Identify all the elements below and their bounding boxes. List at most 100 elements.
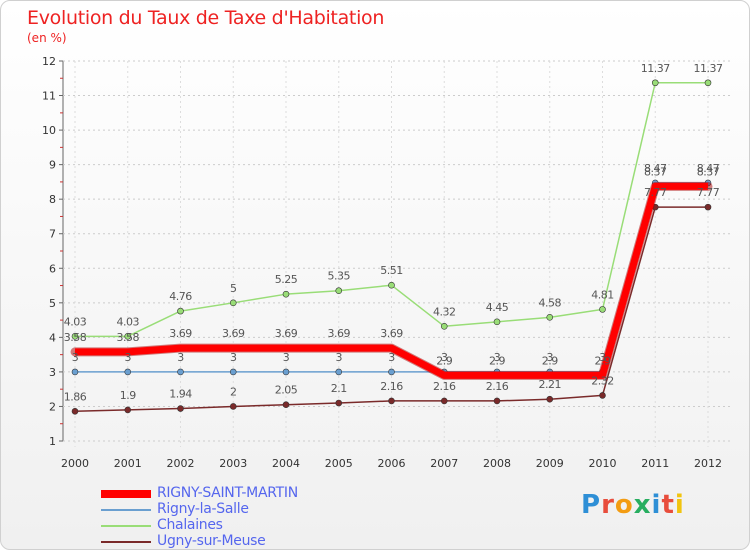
data-point <box>229 368 237 376</box>
data-label: 2.21 <box>539 378 562 391</box>
data-label: 3 <box>547 351 554 364</box>
y-tick-label: 8 <box>49 193 56 206</box>
data-label: 5 <box>230 282 237 295</box>
x-tick-label: 2009 <box>536 457 564 470</box>
chart-title: Evolution du Taux de Taxe d'Habitation <box>27 7 385 29</box>
x-tick-label: 2010 <box>589 457 617 470</box>
data-point <box>599 306 606 313</box>
data-label: 1.86 <box>64 390 87 403</box>
data-label: 3 <box>177 351 184 364</box>
data-label: 11.37 <box>641 62 670 75</box>
y-tick-label: 4 <box>49 331 56 344</box>
data-point <box>282 290 290 298</box>
x-tick-label: 2006 <box>378 457 406 470</box>
data-label: 3 <box>283 351 290 364</box>
data-point <box>546 314 554 321</box>
data-label: 3 <box>599 351 606 364</box>
logo-letter: o <box>614 490 634 520</box>
data-label: 4.81 <box>591 288 614 301</box>
data-label: 4.03 <box>64 315 87 328</box>
data-label: 3 <box>72 351 79 364</box>
data-point <box>71 368 79 376</box>
x-tick-label: 2001 <box>114 457 142 470</box>
data-point <box>335 399 343 407</box>
data-point <box>546 395 554 403</box>
logo-letter: r <box>601 490 615 520</box>
data-label: 2.05 <box>275 384 298 397</box>
x-tick-label: 2002 <box>167 457 195 470</box>
data-point <box>440 323 448 330</box>
data-label: 8.37 <box>644 165 667 178</box>
data-point <box>282 368 290 376</box>
data-label: 3.69 <box>169 327 192 340</box>
y-tick-label: 9 <box>49 159 56 172</box>
data-point <box>599 392 606 399</box>
data-label: 5.35 <box>328 270 351 283</box>
y-tick-label: 7 <box>49 228 56 241</box>
x-tick-label: 2000 <box>61 457 89 470</box>
y-tick-label: 10 <box>42 124 56 137</box>
data-label: 2.9 <box>542 354 558 367</box>
data-label: 8.47 <box>697 162 720 175</box>
data-point <box>704 203 712 211</box>
data-point <box>388 397 395 405</box>
data-point <box>440 397 448 405</box>
data-label: 3 <box>441 351 448 364</box>
data-point <box>177 307 184 315</box>
data-label: 2.32 <box>591 374 614 387</box>
y-tick-label: 2 <box>49 400 56 413</box>
data-label: 3 <box>336 351 343 364</box>
data-label: 2.9 <box>436 354 452 367</box>
data-point <box>282 401 290 409</box>
legend-swatch <box>101 525 151 527</box>
data-point <box>71 333 79 340</box>
logo-letter: x <box>633 490 652 520</box>
x-tick-label: 2004 <box>272 457 300 470</box>
chart-unit-label: (en %) <box>27 31 67 45</box>
legend-swatch <box>101 490 151 498</box>
data-point <box>704 79 712 87</box>
data-label: 3.69 <box>275 327 298 340</box>
data-label: 2.9 <box>595 354 611 367</box>
x-tick-label: 2005 <box>325 457 353 470</box>
series-line <box>75 182 708 379</box>
data-label: 8.37 <box>697 165 720 178</box>
data-label: 3.69 <box>380 327 403 340</box>
x-tick-label: 2007 <box>430 457 458 470</box>
data-label: 4.03 <box>117 315 140 328</box>
y-tick-label: 6 <box>49 262 56 275</box>
y-tick-label: 12 <box>42 55 56 68</box>
y-tick-label: 11 <box>42 90 56 103</box>
logo-letter: i <box>674 490 685 520</box>
y-tick-label: 5 <box>49 297 56 310</box>
data-label: 7.77 <box>644 186 667 199</box>
x-tick-label: 2011 <box>641 457 669 470</box>
data-label: 11.37 <box>694 62 723 75</box>
data-label: 3 <box>230 351 237 364</box>
data-point <box>493 397 501 405</box>
x-tick-label: 2012 <box>694 457 722 470</box>
y-tick-label: 1 <box>49 435 56 448</box>
x-tick-label: 2003 <box>219 457 247 470</box>
logo-letter: i <box>651 490 662 520</box>
x-tick-label: 2008 <box>483 457 511 470</box>
data-label: 5.51 <box>380 264 403 277</box>
data-label: 2 <box>230 385 237 398</box>
data-point <box>177 405 184 412</box>
legend-swatch <box>101 509 151 511</box>
data-label: 8.47 <box>644 162 667 175</box>
data-label: 4.58 <box>539 296 562 309</box>
data-label: 3.69 <box>222 327 245 340</box>
data-point <box>651 79 659 87</box>
data-point <box>229 403 237 410</box>
y-tick-label: 3 <box>49 366 56 379</box>
data-label: 1.9 <box>120 389 136 402</box>
legend-swatch <box>101 541 151 543</box>
data-label: 3 <box>494 351 501 364</box>
data-label: 5.25 <box>275 273 298 286</box>
data-point <box>177 368 184 376</box>
data-point <box>388 368 395 376</box>
logo-letter: t <box>661 490 675 520</box>
data-point <box>124 368 132 376</box>
